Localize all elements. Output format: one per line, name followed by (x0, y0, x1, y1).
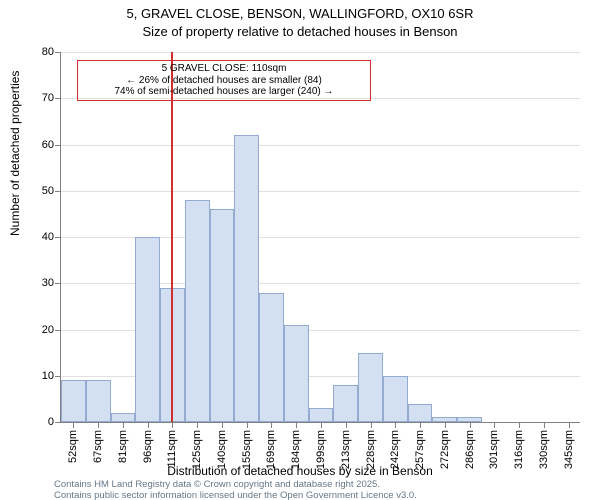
y-tick-label: 50 (14, 185, 54, 197)
x-tick (470, 422, 471, 428)
y-tick-label: 40 (14, 231, 54, 243)
gridline (61, 145, 580, 146)
histogram-bar (358, 353, 383, 422)
histogram-bar (259, 293, 284, 423)
y-tick-label: 80 (14, 46, 54, 58)
histogram-bar (86, 380, 111, 422)
y-tick (55, 422, 61, 423)
x-tick (247, 422, 248, 428)
title-address: 5, GRAVEL CLOSE, BENSON, WALLINGFORD, OX… (0, 6, 600, 22)
annotation-line3: 74% of semi-detached houses are larger (… (84, 86, 364, 98)
x-tick (123, 422, 124, 428)
title-subtitle: Size of property relative to detached ho… (0, 24, 600, 40)
y-tick (55, 52, 61, 53)
annotation-box: 5 GRAVEL CLOSE: 110sqm← 26% of detached … (77, 60, 371, 101)
x-tick (420, 422, 421, 428)
histogram-bar (408, 404, 433, 423)
annotation-line1: 5 GRAVEL CLOSE: 110sqm (84, 63, 364, 75)
annotation-line2: ← 26% of detached houses are smaller (84… (84, 75, 364, 87)
x-tick-label: 272sqm (439, 430, 451, 490)
chart-container: 5, GRAVEL CLOSE, BENSON, WALLINGFORD, OX… (0, 6, 600, 500)
y-tick-label: 70 (14, 92, 54, 104)
x-tick (569, 422, 570, 428)
x-tick-label: 345sqm (563, 430, 575, 490)
x-tick (271, 422, 272, 428)
x-tick (197, 422, 198, 428)
x-tick-label: 316sqm (513, 430, 525, 490)
histogram-bar (309, 408, 334, 422)
histogram-bar (333, 385, 358, 422)
x-tick (519, 422, 520, 428)
x-tick (544, 422, 545, 428)
y-tick-label: 30 (14, 277, 54, 289)
y-tick (55, 191, 61, 192)
x-tick (98, 422, 99, 428)
x-tick-label: 286sqm (464, 430, 476, 490)
y-tick (55, 98, 61, 99)
x-tick (222, 422, 223, 428)
y-tick (55, 283, 61, 284)
y-tick-label: 20 (14, 324, 54, 336)
histogram-bar (210, 209, 235, 422)
x-tick (371, 422, 372, 428)
x-tick (296, 422, 297, 428)
footer-attribution: Contains HM Land Registry data © Crown c… (54, 480, 417, 500)
y-tick (55, 330, 61, 331)
y-tick (55, 376, 61, 377)
histogram-bar (61, 380, 86, 422)
x-tick (172, 422, 173, 428)
histogram-bar (185, 200, 210, 422)
y-tick-label: 0 (14, 416, 54, 428)
x-tick (148, 422, 149, 428)
y-tick-label: 60 (14, 139, 54, 151)
x-tick (445, 422, 446, 428)
y-tick (55, 145, 61, 146)
footer-line2: Contains public sector information licen… (54, 491, 417, 500)
gridline (61, 52, 580, 53)
x-tick (494, 422, 495, 428)
histogram-bar (111, 413, 136, 422)
x-tick (346, 422, 347, 428)
x-tick-label: 330sqm (538, 430, 550, 490)
x-axis-label: Distribution of detached houses by size … (0, 464, 600, 478)
histogram-bar (383, 376, 408, 422)
x-tick (73, 422, 74, 428)
x-tick (321, 422, 322, 428)
gridline (61, 191, 580, 192)
chart-plot-area: 52sqm67sqm81sqm96sqm111sqm125sqm140sqm15… (60, 52, 580, 422)
x-tick (395, 422, 396, 428)
histogram-bar (234, 135, 259, 422)
property-marker-line (171, 52, 173, 422)
y-tick-label: 10 (14, 370, 54, 382)
histogram-bar (135, 237, 160, 422)
y-tick (55, 237, 61, 238)
histogram-bar (284, 325, 309, 422)
x-tick-label: 301sqm (488, 430, 500, 490)
